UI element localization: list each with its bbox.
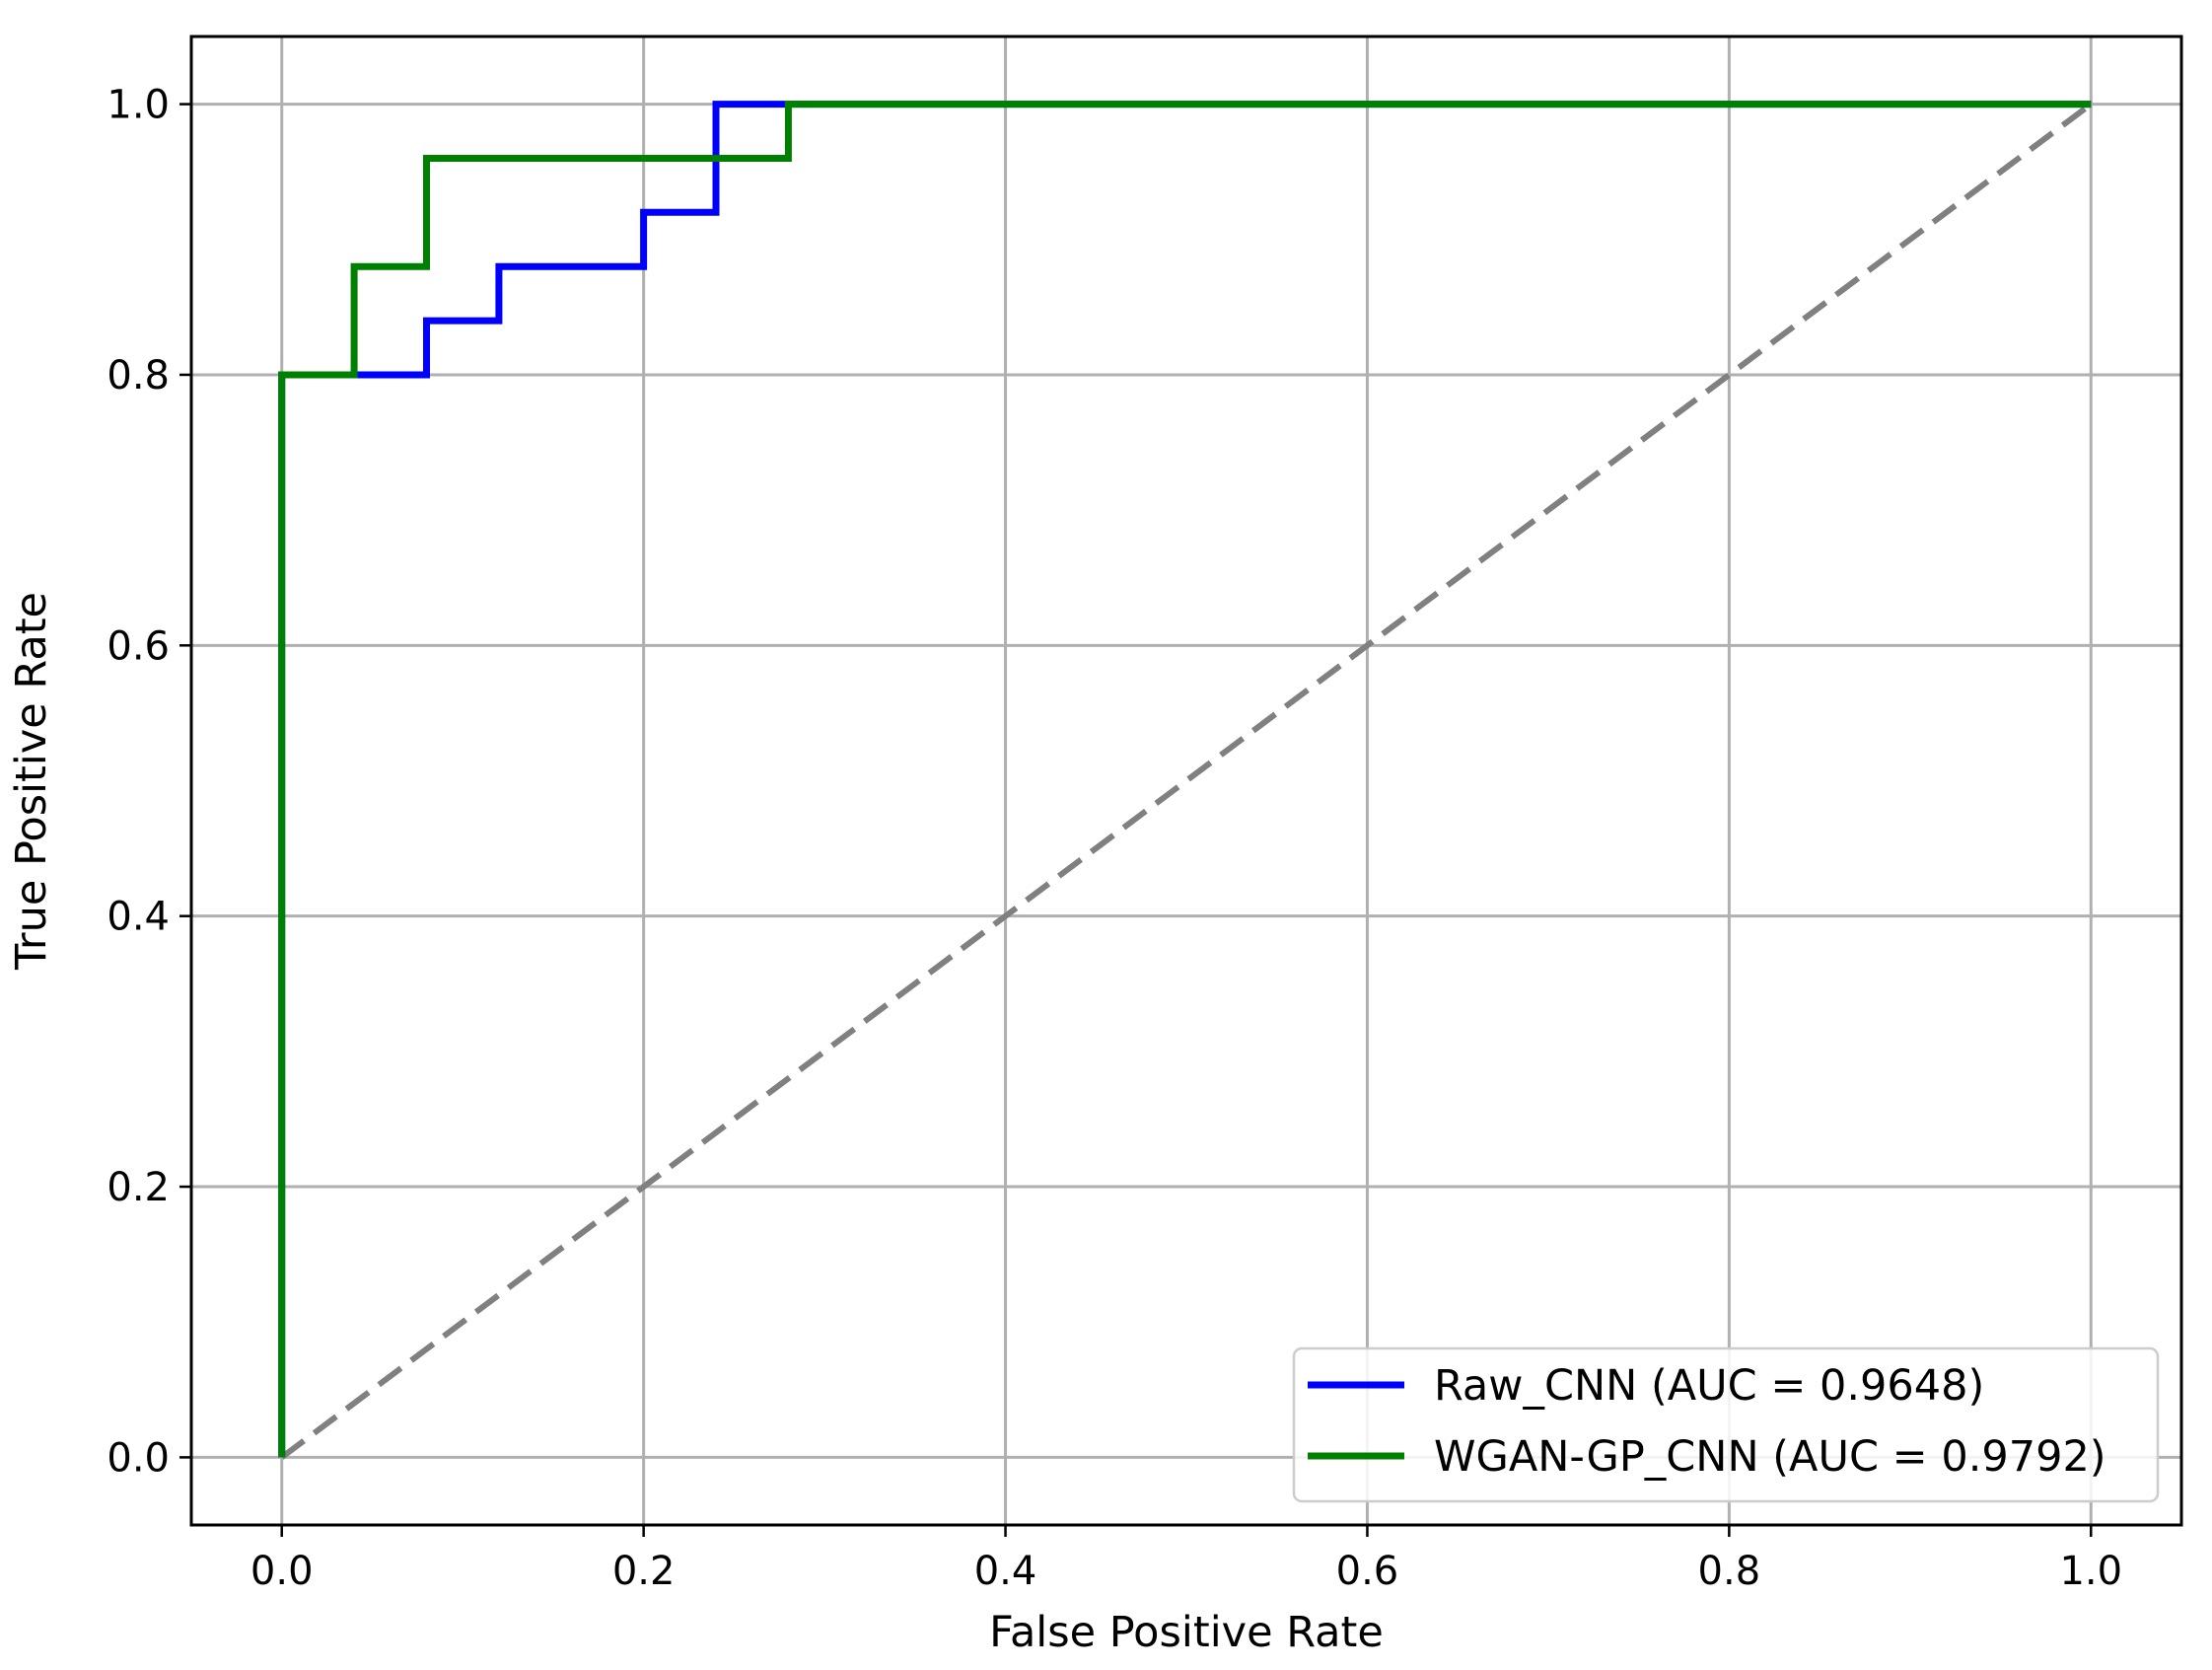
x-axis-label: False Positive Rate [989, 1608, 1384, 1657]
x-tick-label: 0.8 [1698, 1549, 1761, 1594]
y-tick-label: 0.0 [107, 1435, 170, 1481]
ticks: 0.0 0.2 0.4 0.6 0.8 1.0 0.0 0.2 0.4 0.6 0.8 1.0 [107, 83, 2122, 1594]
roc-line-raw-cnn [278, 101, 2092, 1458]
roc-line-wgan-gp-cnn [278, 101, 2092, 1458]
grid [191, 36, 2181, 1525]
chance-diagonal-line [279, 102, 2094, 1460]
x-tick-label: 0.4 [974, 1549, 1037, 1594]
legend-box [1292, 1346, 2160, 1503]
x-tick-label: 0.6 [1336, 1549, 1399, 1594]
plot-frame [189, 35, 2183, 1527]
y-tick-label: 1.0 [107, 83, 170, 128]
series-layer [278, 101, 2094, 1460]
legend-label: Raw_CNN (AUC = 0.9648) [1434, 1361, 1984, 1411]
y-tick-label: 0.2 [107, 1165, 170, 1210]
x-tick-label: 1.0 [2059, 1549, 2122, 1594]
y-tick-label: 0.4 [107, 895, 170, 940]
y-tick-label: 0.6 [107, 623, 170, 669]
y-axis-label: True Positive Rate [7, 592, 56, 971]
legend: Raw_CNN (AUC = 0.9648) WGAN-GP_CNN (AUC =… [1292, 1346, 2160, 1503]
y-tick-label: 0.8 [107, 353, 170, 399]
x-tick-label: 0.0 [250, 1549, 314, 1594]
legend-label: WGAN-GP_CNN (AUC = 0.9792) [1434, 1432, 2106, 1482]
x-tick-label: 0.2 [612, 1549, 676, 1594]
